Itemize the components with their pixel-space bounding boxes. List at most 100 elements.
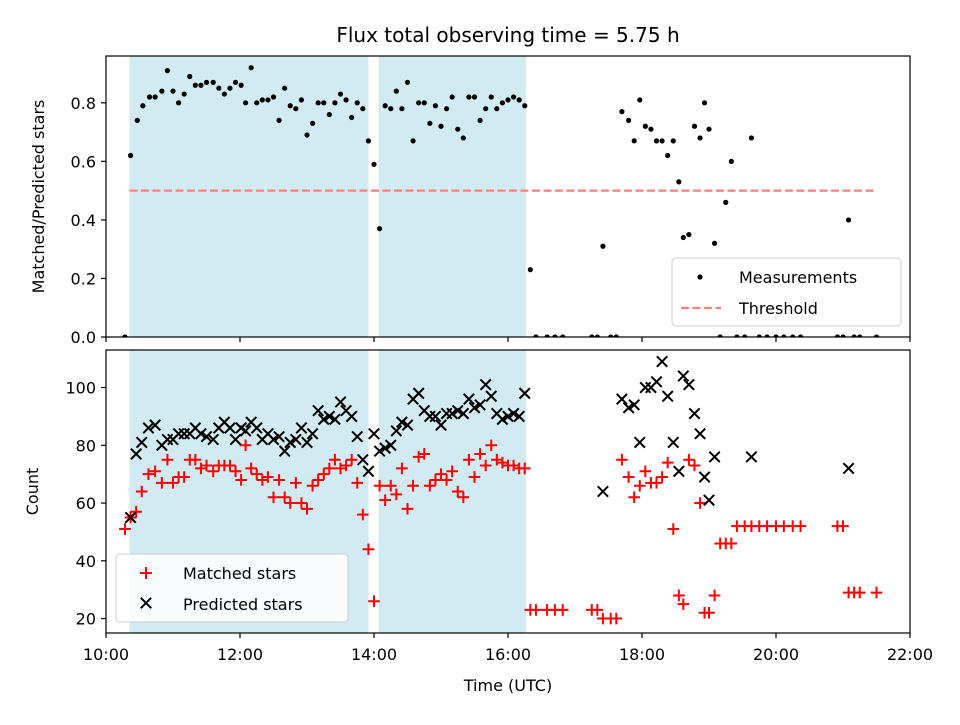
matched-star-point	[295, 497, 308, 509]
measurement-point	[421, 100, 427, 106]
predicted-star-point	[401, 419, 414, 431]
matched-star-point	[622, 471, 635, 483]
predicted-star-point	[842, 462, 855, 475]
measurement-point	[728, 158, 734, 164]
matched-star-point	[457, 491, 470, 504]
predicted-star-point	[745, 450, 758, 463]
matched-star-point	[178, 471, 190, 483]
predicted-star-point	[306, 427, 319, 440]
matched-star-point	[312, 474, 324, 486]
matched-star-point	[633, 479, 646, 492]
predicted-star-point	[135, 436, 148, 449]
measurement-point	[170, 88, 176, 94]
predicted-star-point	[682, 378, 695, 391]
matched-star-point	[694, 497, 706, 509]
matched-star-point	[267, 491, 280, 504]
measurement-point	[152, 94, 158, 100]
matched-star-point	[390, 488, 403, 501]
predicted-star-point	[656, 355, 669, 368]
matched-star-point	[401, 503, 414, 515]
matched-star-point	[661, 456, 674, 469]
matched-star-point	[463, 453, 475, 466]
matched-star-point	[245, 462, 257, 475]
ratio-panel: 0.0 0.2 0.4 0.6 0.8 Matched/Predicted stars Fl…	[29, 23, 911, 347]
measurement-point	[122, 334, 128, 337]
matched-star-point	[853, 586, 866, 599]
measurement-point	[140, 103, 146, 109]
measurement-point	[198, 82, 204, 88]
matched-star-point	[468, 471, 481, 483]
predicted-star-point	[345, 410, 358, 423]
predicted-star-point	[513, 410, 526, 423]
measurement-point	[516, 97, 522, 103]
measurement-point	[410, 138, 416, 144]
matched-star-point	[379, 494, 391, 506]
y-tick-label: 0.4	[71, 211, 96, 230]
matched-star-point	[290, 477, 302, 489]
predicted-star-point	[622, 401, 635, 414]
measurement-point	[360, 106, 366, 112]
matched-star-point	[119, 523, 131, 535]
measurement-point	[637, 97, 643, 103]
measurement-point	[216, 85, 222, 91]
measurement-point	[527, 267, 533, 273]
predicted-star-point	[597, 485, 609, 498]
predicted-star-point	[284, 436, 297, 449]
measurement-point	[845, 217, 852, 223]
predicted-star-point	[396, 416, 408, 429]
predicted-star-point	[368, 427, 380, 440]
predicted-star-point	[200, 430, 213, 443]
matched-star-point	[708, 589, 721, 602]
x-tick-label: 12:00	[217, 645, 263, 664]
measurement-point	[466, 94, 472, 100]
measurement-point	[686, 231, 692, 238]
measurement-point	[742, 334, 748, 337]
legend-matched-marker	[140, 567, 152, 579]
measurement-point	[203, 79, 210, 85]
measurement-point	[192, 82, 198, 88]
y-tick-label: 60	[76, 494, 96, 513]
measurement-point	[399, 106, 405, 112]
predicted-star-point	[694, 427, 706, 440]
count-panel: 20 40 60 80 100 10:00 12:00 14:00 16:00 18:00 20:0…	[23, 349, 933, 695]
predicted-star-point	[379, 442, 392, 455]
predicted-star-point	[708, 450, 721, 463]
measurement-point	[619, 109, 625, 115]
predicted-star-point	[362, 465, 375, 478]
legend-box	[115, 553, 349, 623]
measurement-point	[756, 334, 762, 337]
predicted-star-point	[250, 422, 263, 434]
measurement-point	[701, 100, 708, 106]
predicted-star-point	[224, 422, 236, 434]
matched-star-point	[667, 523, 680, 535]
matched-star-point	[418, 448, 431, 460]
matched-star-point	[301, 503, 313, 515]
matched-star-point	[591, 604, 604, 616]
legend-measurement-marker	[697, 274, 703, 280]
predicted-star-point	[329, 413, 341, 426]
predicted-star-point	[698, 471, 711, 483]
measurement-point	[265, 97, 271, 103]
x-tick-label: 16:00	[485, 645, 531, 664]
measurement-point	[175, 100, 182, 106]
predicted-star-point	[142, 422, 155, 434]
x-tick-label: 10:00	[83, 645, 129, 664]
measurement-point	[613, 334, 619, 337]
predicted-star-point	[479, 378, 492, 391]
predicted-star-point	[451, 404, 464, 417]
measurement-point	[560, 334, 566, 337]
matched-star-point	[130, 505, 142, 518]
measurement-point	[717, 334, 723, 337]
predicted-star-point	[703, 494, 715, 507]
matched-star-point	[837, 520, 849, 532]
measurement-point	[659, 138, 665, 144]
matched-star-point	[357, 508, 369, 521]
measurement-point	[376, 226, 383, 232]
legend-label-threshold: Threshold	[738, 299, 818, 318]
matched-star-point	[351, 477, 364, 489]
predicted-star-point	[195, 427, 207, 440]
measurement-point	[665, 152, 671, 159]
measurement-point	[483, 106, 489, 112]
measurement-point	[471, 94, 478, 100]
predicted-star-point	[295, 422, 308, 434]
